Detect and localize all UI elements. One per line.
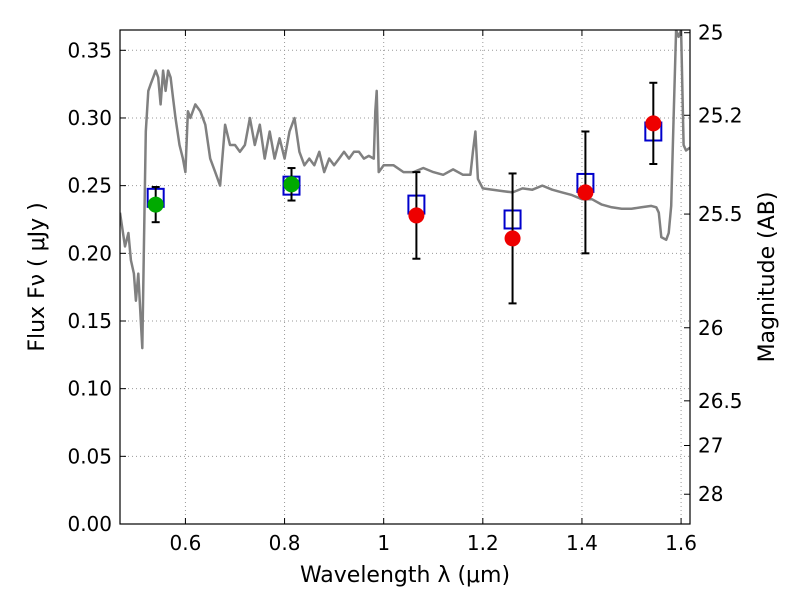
x-tick-label: 1.6: [665, 531, 697, 555]
right-tick-label: 25: [698, 21, 723, 45]
grid-lines: [120, 30, 690, 525]
y-tick-label: 0.25: [67, 174, 112, 198]
right-tick-label: 28: [698, 482, 723, 506]
right-tick-label: 25.5: [698, 202, 743, 226]
x-tick-label: 1: [377, 531, 390, 555]
red-data-point: [504, 230, 521, 247]
x-tick-label: 0.8: [269, 531, 301, 555]
red-data-point: [645, 115, 662, 132]
y-tick-label: 0.15: [67, 309, 112, 333]
green-data-point: [283, 176, 300, 193]
y-tick-label: 0.05: [67, 444, 112, 468]
x-tick-label: 1.4: [566, 531, 598, 555]
right-tick-label: 26.5: [698, 389, 743, 413]
x-tick-label: 0.6: [170, 531, 202, 555]
right-tick-label: 25.2: [698, 103, 743, 127]
y-tick-label: 0.30: [67, 106, 112, 130]
plot-frame: [119, 29, 691, 525]
y-axis-label: Flux Fν ( μJy ): [25, 202, 50, 351]
y-tick-label: 0.10: [67, 377, 112, 401]
red-data-point: [577, 184, 594, 201]
green-data-point: [147, 196, 164, 213]
x-axis-label: Wavelength λ (μm): [300, 563, 510, 588]
model-spectrum: [120, 30, 690, 350]
model-spectrum-line: [120, 30, 690, 350]
red-data-point: [408, 207, 425, 224]
right-tick-label: 27: [698, 434, 723, 458]
data-points: [146, 81, 663, 305]
y-tick-label: 0.20: [67, 241, 112, 265]
axis-ticks: 0.6 0.8 1 1.2 1.4 1.6 0.00 0.05 0.10 0.15 0.20 0.25…: [67, 21, 742, 555]
y-tick-label: 0.00: [67, 512, 112, 536]
x-tick-label: 1.2: [467, 531, 499, 555]
right-axis-label: Magnitude (AB): [755, 192, 780, 363]
y-tick-label: 0.35: [67, 38, 112, 62]
right-tick-label: 26: [698, 316, 723, 340]
